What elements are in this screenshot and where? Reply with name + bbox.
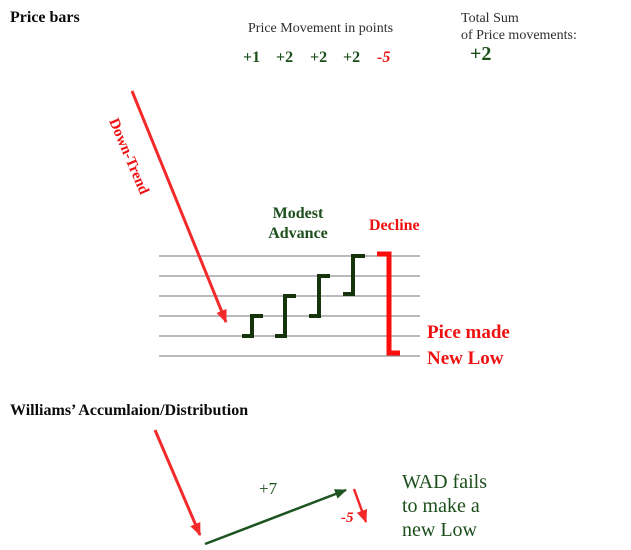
wad-fails-line1: WAD fails — [402, 471, 487, 493]
wad-drop-arrow — [352, 488, 368, 524]
price-bars-title: Price bars — [10, 9, 80, 26]
wad-downtrend-arrow — [153, 429, 202, 536]
wad-rise-arrow — [204, 488, 347, 546]
movement-value: +2 — [276, 49, 294, 66]
modest-advance-line1: Modest — [272, 205, 324, 222]
new-low-label: Pice made New Low — [427, 320, 510, 372]
movement-value: +2 — [343, 49, 361, 66]
movement-value: +2 — [310, 49, 328, 66]
total-sum-header-line1: Total Sum — [461, 11, 519, 26]
movement-value: +1 — [243, 49, 261, 66]
wad-fails-line3: new Low — [402, 519, 477, 541]
wad-fails-line2: to make a — [402, 495, 480, 517]
total-sum-header-line2: of Price movements: — [461, 28, 577, 43]
decline-label: Decline — [369, 217, 420, 234]
new-low-line1: Pice made — [427, 322, 510, 343]
new-low-line2: New Low — [427, 348, 504, 369]
modest-advance-label: Modest Advance — [255, 204, 341, 244]
price-bar — [275, 294, 296, 338]
price-bars-group — [242, 254, 365, 338]
price-bar — [343, 254, 365, 296]
decline-bar — [377, 251, 400, 356]
grid-lines — [159, 255, 420, 357]
williams-ad-title: Williams’ Accumlaion/Distribution — [10, 402, 249, 419]
down-trend-arrow — [130, 90, 228, 324]
wad-gain-label: +7 — [259, 479, 278, 498]
price-bar — [309, 274, 330, 318]
wad-fails-note: WAD fails to make a new Low — [402, 470, 487, 542]
modest-advance-line2: Advance — [268, 225, 328, 242]
movement-value-negative: -5 — [377, 49, 391, 66]
price-movement-header: Price Movement in points — [248, 21, 394, 36]
price-bar — [242, 314, 263, 338]
wad-loss-label: -5 — [341, 510, 354, 526]
total-sum-value: +2 — [470, 43, 492, 65]
